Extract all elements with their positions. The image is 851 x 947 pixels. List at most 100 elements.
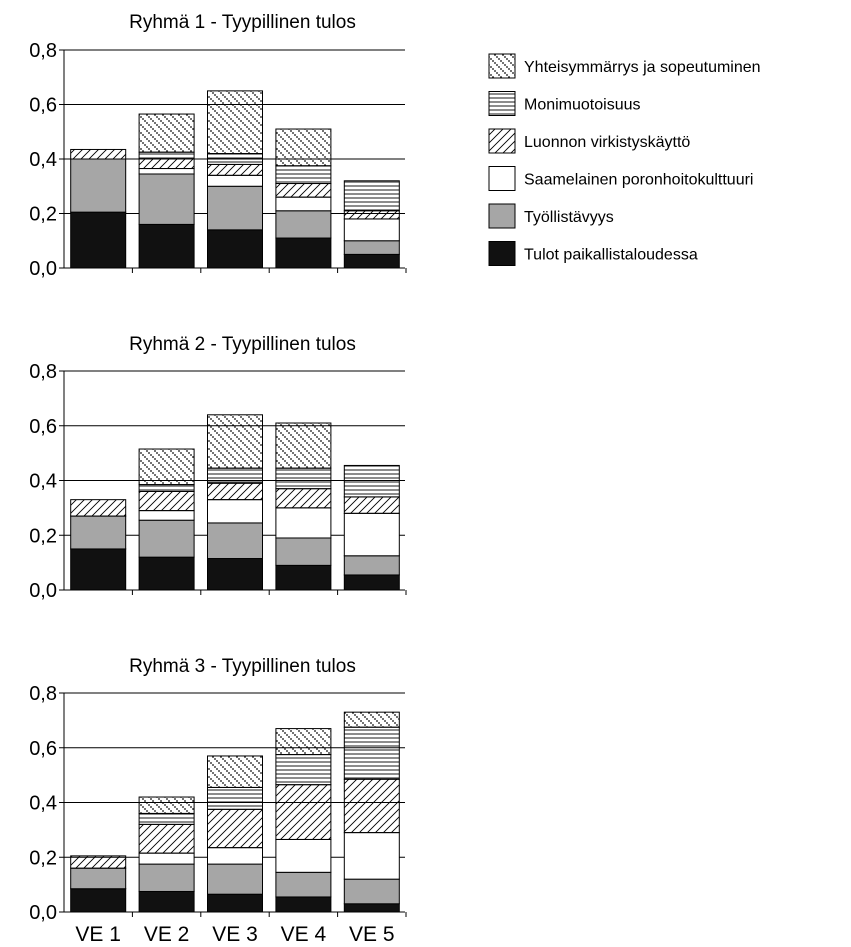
y-tick-label: 0,8 (29, 683, 57, 705)
bar-segment-luonnon-virkistyskaytto (343, 778, 400, 834)
bar-segment-luonnon-virkistyskaytto (207, 808, 263, 849)
legend: Yhteisymmärrys ja sopeutuminen Monimuotoi… (488, 53, 761, 266)
bar-segment-luonnon-virkistyskaytto (138, 490, 195, 512)
legend-swatch (488, 241, 516, 266)
y-tick-label: 0,8 (29, 40, 57, 62)
legend-label: Työllistävyys (524, 209, 614, 226)
bar-segment-monimuotoisuus (138, 484, 195, 492)
bar-segment-monimuotoisuus (207, 153, 263, 165)
bar-segment-saamelainen-poronhoitokulttuuri (207, 174, 263, 187)
bar-segment-luonnon-virkistyskaytto (275, 183, 332, 198)
bar-segment-tyollistavyys (138, 863, 195, 892)
bar-segment-tyollistavyys (207, 522, 263, 560)
x-category-label: VE 2 (144, 923, 190, 946)
bar-segment-luonnon-virkistyskaytto (207, 163, 263, 176)
bar-segment-saamelainen-poronhoitokulttuuri (138, 510, 195, 521)
bar-segment-yhteisymmarrys-ja-sopeutuminen (138, 448, 195, 486)
y-tick-label: 0,0 (29, 902, 57, 924)
legend-label: Saamelainen poronhoitokulttuuri (524, 172, 753, 189)
chart-panel-3: Ryhmä 3 - Tyypillinen tulos 0,0 0,2 0,4 0,6 0… (29, 656, 407, 946)
bar-segment-tulot-paikallistaloudessa (138, 890, 195, 913)
bar-segment-monimuotoisuus (138, 151, 195, 160)
bar-segment-tulot-paikallistaloudessa (275, 237, 332, 269)
bar-segment-yhteisymmarrys-ja-sopeutuminen (138, 796, 195, 814)
bar-segment-luonnon-virkistyskaytto (70, 148, 127, 160)
legend-label: Luonnon virkistyskäyttö (524, 134, 690, 151)
chart-panel-1: Ryhmä 1 - Tyypillinen tulos 0,0 0,2 0,4 0,6 0… (29, 12, 407, 280)
bar-segment-yhteisymmarrys-ja-sopeutuminen (275, 422, 332, 469)
bar-segment-luonnon-virkistyskaytto (275, 784, 332, 840)
bar-segment-luonnon-virkistyskaytto (70, 499, 127, 517)
bar-segment-tulot-paikallistaloudessa (207, 558, 263, 591)
chart-title: Ryhmä 3 - Tyypillinen tulos (129, 656, 356, 677)
bar-segment-luonnon-virkistyskaytto (138, 158, 195, 170)
bar-segment-saamelainen-poronhoitokulttuuri (275, 838, 332, 873)
bar-segment-luonnon-virkistyskaytto (275, 488, 332, 509)
bar-segment-saamelainen-poronhoitokulttuuri (138, 168, 195, 175)
bar-segment-monimuotoisuus (343, 726, 400, 780)
bar-segment-yhteisymmarrys-ja-sopeutuminen (343, 711, 400, 728)
bar-segment-yhteisymmarrys-ja-sopeutuminen (275, 128, 332, 167)
bar-segment-saamelainen-poronhoitokulttuuri (343, 512, 400, 557)
x-category-label: VE 3 (212, 923, 258, 946)
bar-segment-saamelainen-poronhoitokulttuuri (207, 499, 263, 524)
bar-segment-monimuotoisuus (343, 464, 400, 498)
bar-segment-tyollistavyys (70, 515, 127, 550)
bar-segment-monimuotoisuus (343, 180, 400, 212)
bar-segment-tyollistavyys (275, 537, 332, 566)
y-tick-label: 0,2 (29, 847, 57, 869)
bar-segment-tulot-paikallistaloudessa (70, 211, 127, 269)
y-tick-label: 0,0 (29, 580, 57, 602)
bar-segment-monimuotoisuus (138, 812, 195, 825)
y-tick-label: 0,6 (29, 95, 57, 117)
bar-segment-tulot-paikallistaloudessa (70, 548, 127, 591)
bar-segment-tulot-paikallistaloudessa (343, 253, 400, 269)
bar-segment-saamelainen-poronhoitokulttuuri (138, 852, 195, 865)
bar-segment-tyollistavyys (343, 878, 400, 905)
legend-item-tulot-paikallistaloudessa: Tulot paikallistaloudessa (488, 241, 698, 266)
y-tick-label: 0,4 (29, 793, 57, 815)
bar-segment-tulot-paikallistaloudessa (343, 903, 400, 913)
bar-segment-luonnon-virkistyskaytto (70, 855, 127, 869)
bar-segment-tulot-paikallistaloudessa (275, 564, 332, 591)
legend-label: Tulot paikallistaloudessa (524, 247, 698, 264)
bar-segment-saamelainen-poronhoitokulttuuri (343, 832, 400, 880)
bar-segment-tulot-paikallistaloudessa (343, 574, 400, 591)
chart-panel-2: Ryhmä 2 - Tyypillinen tulos 0,0 0,2 0,4 0,6 0… (29, 334, 407, 602)
legend-item-tyollistavyys: Työllistävyys (488, 203, 614, 229)
chart-title: Ryhmä 1 - Tyypillinen tulos (129, 12, 356, 33)
bar-segment-tyollistavyys (138, 519, 195, 558)
bar-segment-tulot-paikallistaloudessa (207, 893, 263, 913)
y-tick-label: 0,2 (29, 525, 57, 547)
bar-segment-luonnon-virkistyskaytto (138, 823, 195, 854)
x-category-label: VE 4 (281, 923, 327, 946)
legend-label: Yhteisymmärrys ja sopeutuminen (524, 59, 761, 76)
y-tick-label: 0,8 (29, 361, 57, 383)
bar-segment-yhteisymmarrys-ja-sopeutuminen (207, 755, 263, 788)
legend-swatch (488, 128, 516, 154)
y-tick-label: 0,0 (29, 258, 57, 280)
x-category-label: VE 5 (349, 923, 395, 946)
bar-segment-tulot-paikallistaloudessa (138, 556, 195, 591)
bar-segment-yhteisymmarrys-ja-sopeutuminen (207, 90, 263, 155)
y-tick-label: 0,4 (29, 149, 57, 171)
y-tick-label: 0,6 (29, 416, 57, 438)
legend-item-saamelainen-poronhoitokulttuuri: Saamelainen poronhoitokulttuuri (488, 166, 753, 191)
bar-segment-yhteisymmarrys-ja-sopeutuminen (207, 414, 263, 469)
legend-swatch (488, 166, 516, 191)
bar-segment-tyollistavyys (207, 185, 263, 231)
bar-segment-monimuotoisuus (207, 467, 263, 484)
bar-segment-tyollistavyys (138, 173, 195, 225)
bar-segment-monimuotoisuus (207, 786, 263, 810)
legend-swatch (488, 91, 516, 116)
bar-segment-tyollistavyys (207, 863, 263, 895)
legend-item-luonnon-virkistyskaytto: Luonnon virkistyskäyttö (488, 128, 690, 154)
chart-title: Ryhmä 2 - Tyypillinen tulos (129, 334, 356, 355)
legend-swatch (488, 203, 516, 229)
bar-segment-yhteisymmarrys-ja-sopeutuminen (275, 728, 332, 756)
bar-segment-monimuotoisuus (275, 165, 332, 185)
bar-segment-monimuotoisuus (275, 467, 332, 490)
bar-segment-monimuotoisuus (275, 754, 332, 786)
legend-swatch (488, 53, 516, 79)
